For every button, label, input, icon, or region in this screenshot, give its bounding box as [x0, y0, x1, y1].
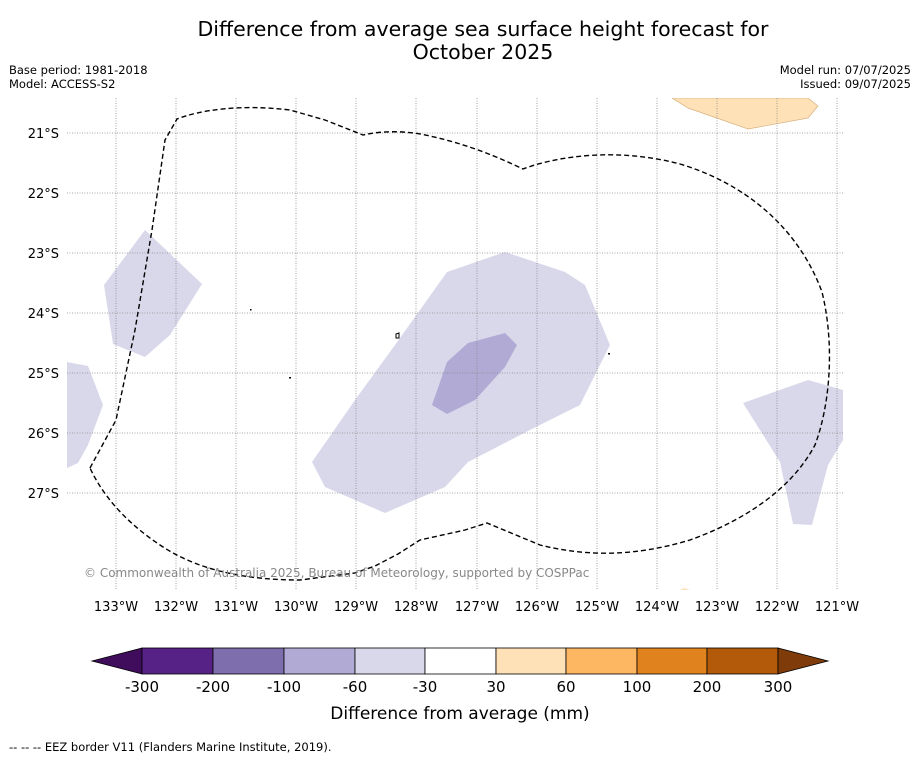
colorbar-segment: [354, 647, 426, 675]
lat-label: 27°S: [28, 487, 59, 502]
map-title: Difference from average sea surface heig…: [0, 18, 919, 64]
lon-label: 129°W: [334, 600, 378, 615]
island: [395, 332, 400, 339]
colorbar-segment: [636, 647, 708, 675]
colorbar-tick-label: 30: [486, 678, 505, 696]
anomaly-region-light-far-west: [67, 362, 103, 468]
colorbar-title: Difference from average (mm): [330, 704, 589, 724]
colorbar-tick-label: 60: [556, 678, 575, 696]
anomaly-region-light-west: [104, 230, 202, 357]
island: [289, 377, 291, 379]
colorbar-tick-label: 200: [693, 678, 722, 696]
colorbar-extend-low: [90, 647, 143, 675]
colorbar-tick-label: 300: [764, 678, 793, 696]
colorbar-segment: [141, 647, 214, 675]
lon-label: 133°W: [94, 600, 138, 615]
colorbar-tick-label: -300: [125, 678, 159, 696]
map-metadata-left: Base period: 1981-2018 Model: ACCESS-S2: [9, 63, 148, 91]
copyright-notice: © Commonwealth of Australia 2025, Bureau…: [84, 566, 589, 580]
colorbar-segment: [495, 647, 567, 675]
anomaly-region-positive-north: [671, 98, 819, 130]
lat-label: 26°S: [28, 427, 59, 442]
lon-label: 124°W: [635, 600, 679, 615]
island: [250, 309, 252, 311]
anomaly-region-light-east: [743, 380, 843, 525]
colorbar-segment: [565, 647, 638, 675]
lat-label: 25°S: [28, 367, 59, 382]
map-metadata-right: Model run: 07/07/2025 Issued: 09/07/2025: [780, 63, 911, 91]
lon-label: 130°W: [274, 600, 318, 615]
latitude-axis: 21°S 22°S 23°S 24°S 25°S 26°S 27°S: [28, 127, 59, 502]
colorbar-segment: [706, 647, 779, 675]
model-name: Model: ACCESS-S2: [9, 77, 116, 91]
lon-label: 122°W: [755, 600, 799, 615]
colorbar-tick-label: -60: [343, 678, 368, 696]
lon-label: 132°W: [154, 600, 198, 615]
lon-label: 131°W: [214, 600, 258, 615]
lat-label: 23°S: [28, 247, 59, 262]
longitude-axis: 133°W 132°W 131°W 130°W 129°W 128°W 127°…: [94, 600, 859, 615]
colorbar-tick-label: -200: [196, 678, 230, 696]
lon-label: 126°W: [515, 600, 559, 615]
colorbar-tick-label: -30: [413, 678, 438, 696]
anomaly-region-medium-central: [432, 333, 517, 414]
colorbar-segment: [424, 647, 497, 675]
colorbar-tick-label: 100: [623, 678, 652, 696]
colorbar-extend-high: [777, 647, 830, 675]
title-line-2: October 2025: [412, 40, 554, 64]
lat-label: 24°S: [28, 307, 59, 322]
lat-label: 21°S: [28, 127, 59, 142]
base-period: Base period: 1981-2018: [9, 63, 148, 77]
anomaly-region-positive-south: [680, 588, 690, 590]
colorbar-segment: [283, 647, 356, 675]
colorbar-segment: [212, 647, 285, 675]
issued-date: Issued: 09/07/2025: [800, 77, 911, 91]
map-panel: © Commonwealth of Australia 2025, Bureau…: [67, 98, 843, 590]
lon-label: 121°W: [815, 600, 859, 615]
colorbar-ticks: -300 -200 -100 -60 -30 30 60 100 200 300: [125, 678, 792, 696]
lat-label: 22°S: [28, 187, 59, 202]
lon-label: 127°W: [455, 600, 499, 615]
model-run: Model run: 07/07/2025: [779, 63, 911, 77]
lon-label: 123°W: [695, 600, 739, 615]
colorbar: [90, 647, 830, 675]
lon-label: 125°W: [575, 600, 619, 615]
title-line-1: Difference from average sea surface heig…: [197, 17, 769, 41]
graticule: [67, 98, 843, 590]
lon-label: 128°W: [394, 600, 438, 615]
colorbar-tick-label: -100: [267, 678, 301, 696]
eez-footnote: -- -- -- EEZ border V11 (Flanders Marine…: [9, 740, 332, 754]
island: [608, 353, 610, 355]
eez-border: [89, 106, 831, 581]
